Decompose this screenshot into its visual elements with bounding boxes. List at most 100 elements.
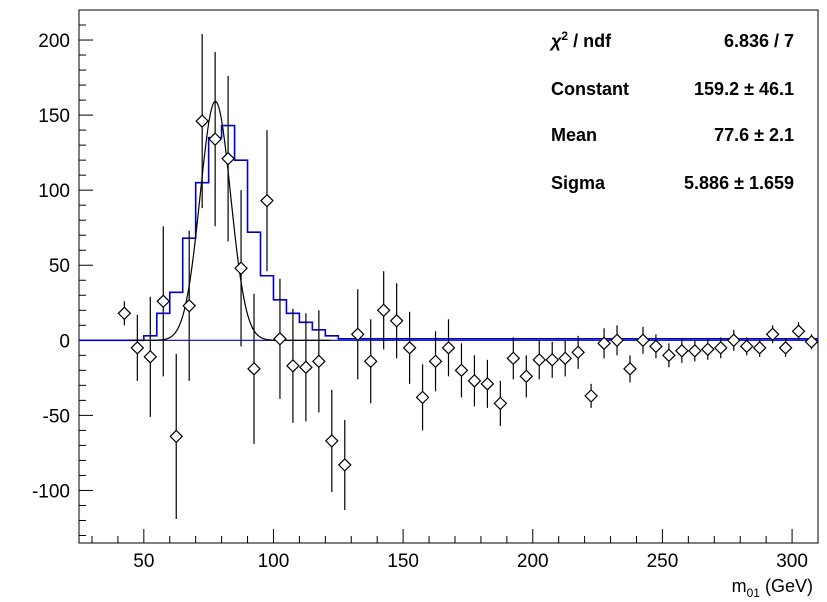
x-tick-labels: 50 100 150 200 250 300 — [133, 551, 808, 572]
y-tick-label: 200 — [38, 31, 70, 52]
data-point — [363, 319, 378, 404]
data-point — [765, 325, 780, 344]
point-marker — [571, 345, 585, 360]
y-tick-label: -50 — [43, 406, 70, 427]
data-point — [649, 334, 663, 359]
mean-label: Mean — [551, 125, 597, 145]
data-point — [545, 341, 560, 378]
data-point — [299, 313, 313, 422]
point-marker — [376, 303, 391, 318]
x-axis-label: m01 (GeV) — [732, 576, 813, 600]
point-marker — [130, 340, 145, 355]
data-point — [221, 76, 235, 242]
point-marker — [234, 261, 248, 276]
data-point — [584, 383, 598, 408]
point-marker — [312, 354, 326, 369]
data-point — [597, 328, 611, 359]
data-point — [519, 355, 534, 398]
data-point — [286, 308, 300, 423]
point-marker — [428, 354, 443, 369]
point-marker — [156, 294, 171, 309]
data-point — [389, 283, 404, 359]
y-tick-label: 150 — [38, 106, 70, 127]
point-marker — [623, 361, 637, 376]
point-marker — [324, 434, 339, 448]
data-point — [324, 389, 339, 492]
stats-box: χ2 / ndf 6.836 / 7 Constant 159.2 ± 46.1… — [549, 29, 794, 193]
data-point — [117, 301, 132, 326]
y-tick-label: -100 — [32, 481, 70, 502]
point-marker — [649, 339, 663, 354]
data-point — [143, 296, 158, 417]
data-point — [402, 311, 417, 384]
point-marker — [700, 342, 715, 357]
data-point — [752, 338, 767, 357]
point-marker — [597, 336, 611, 351]
data-point — [156, 226, 171, 377]
point-marker — [713, 340, 728, 355]
x-tick-label: 200 — [517, 551, 549, 572]
data-point — [687, 340, 702, 362]
point-marker — [675, 343, 689, 358]
data-point — [376, 271, 391, 350]
data-point — [739, 337, 754, 356]
point-marker — [545, 352, 560, 367]
data-point — [791, 322, 806, 341]
data-point — [558, 340, 573, 377]
point-marker — [467, 373, 482, 388]
x-tick-label: 300 — [776, 551, 808, 572]
point-marker — [247, 361, 261, 376]
data-point — [260, 130, 274, 272]
data-point — [247, 293, 261, 444]
data-point — [428, 331, 443, 392]
y-tick-label: 100 — [38, 181, 70, 202]
point-marker — [778, 340, 793, 355]
constant-value: 159.2 ± 46.1 — [694, 79, 794, 99]
data-point — [441, 319, 456, 377]
data-point — [312, 310, 326, 413]
point-marker — [610, 333, 624, 348]
data-point — [480, 359, 495, 408]
data-point — [610, 325, 624, 356]
data-point — [493, 380, 508, 426]
x-tick-label: 100 — [258, 551, 290, 572]
x-tick-label: 150 — [387, 551, 419, 572]
point-marker — [337, 458, 352, 472]
sigma-value: 5.886 ± 1.659 — [684, 173, 794, 193]
point-marker — [506, 351, 521, 366]
point-marker — [662, 348, 676, 363]
point-marker — [765, 327, 780, 342]
y-tick-label: 50 — [49, 256, 70, 277]
data-point — [636, 326, 650, 354]
data-points — [117, 34, 819, 519]
point-marker — [389, 313, 404, 328]
point-marker — [117, 306, 132, 321]
data-point — [415, 364, 430, 431]
point-marker — [350, 327, 365, 342]
data-point — [273, 278, 287, 399]
point-marker — [687, 343, 702, 358]
point-marker — [454, 363, 469, 378]
data-point — [208, 52, 222, 227]
point-marker — [791, 324, 806, 339]
point-marker — [584, 389, 598, 403]
point-marker — [169, 429, 184, 444]
chi2-value: 6.836 / 7 — [724, 31, 794, 51]
point-marker — [726, 333, 741, 348]
data-point — [350, 289, 365, 380]
point-marker — [208, 132, 222, 146]
point-marker — [636, 333, 650, 348]
data-point — [454, 343, 469, 398]
point-marker — [752, 340, 767, 355]
data-point — [169, 353, 184, 519]
data-point — [337, 419, 352, 510]
plot-frame — [78, 9, 819, 544]
data-point — [571, 335, 585, 369]
chi2-label: χ2 / ndf — [549, 29, 612, 51]
data-point — [623, 355, 637, 383]
sigma-label: Sigma — [551, 173, 606, 193]
data-point — [182, 230, 197, 381]
point-marker — [480, 377, 495, 391]
point-marker — [299, 360, 313, 375]
